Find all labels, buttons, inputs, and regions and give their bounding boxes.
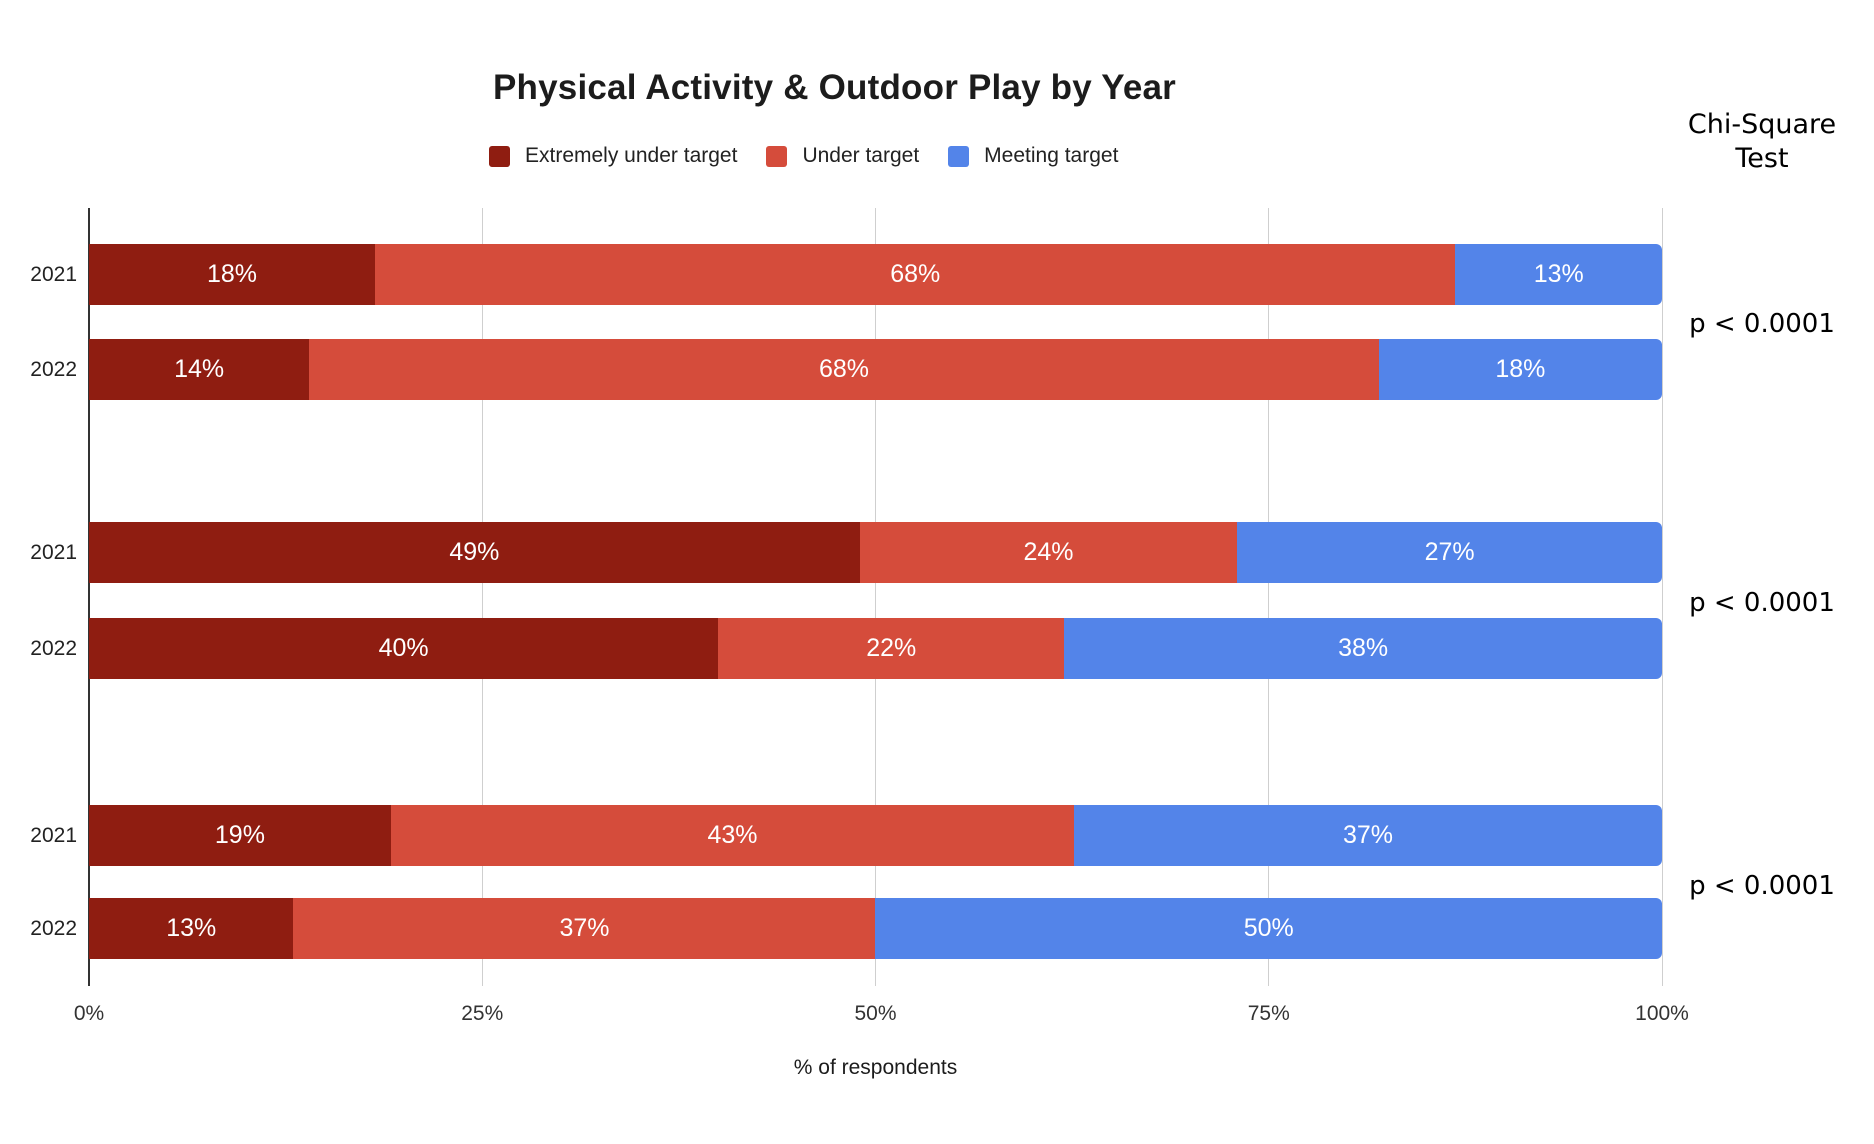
bar-segment-label: 13% <box>1533 260 1584 288</box>
bar-segment-label: 68% <box>819 355 870 383</box>
bar-segment: 18% <box>1378 339 1662 400</box>
bar-segment-label: 24% <box>1023 538 1074 566</box>
bar-segment: 19% <box>89 805 391 866</box>
bar-segment-label: 37% <box>559 914 610 942</box>
y-axis-category-label: 2021 <box>30 262 77 286</box>
legend-item-label: Extremely under target <box>525 144 738 167</box>
bar-segment-label: 38% <box>1338 634 1389 662</box>
legend-item: Meeting target <box>948 144 1118 168</box>
x-axis-title: % of respondents <box>793 1056 958 1079</box>
annotation-header: Chi-Square Test <box>1687 109 1837 174</box>
legend-item-label: Meeting target <box>984 144 1119 167</box>
bar-segment-label: 27% <box>1424 538 1475 566</box>
bar-segment: 18% <box>89 244 375 305</box>
bar-row: 40% 22% 38% <box>89 618 1662 679</box>
p-value-annotation: p < 0.0001 <box>1689 588 1835 618</box>
gridline <box>875 208 876 986</box>
bar-segment: 14% <box>89 339 310 400</box>
bar-segment: 37% <box>1074 805 1662 866</box>
bar-row: 18% 68% 13% <box>89 244 1662 305</box>
bar-segment: 50% <box>875 898 1662 959</box>
bar-segment: 13% <box>89 898 294 959</box>
bar-segment-label: 50% <box>1243 914 1294 942</box>
p-value-annotation: p < 0.0001 <box>1689 309 1835 339</box>
y-axis-baseline <box>88 208 90 986</box>
bar-segment: 49% <box>89 522 860 583</box>
bar-segment: 27% <box>1237 522 1662 583</box>
chart-title: Physical Activity & Outdoor Play by Year <box>493 68 1176 107</box>
bar-row: 13% 37% 50% <box>89 898 1662 959</box>
y-axis-category-label: 2022 <box>30 636 77 660</box>
bar-row: 14% 68% 18% <box>89 339 1662 400</box>
y-axis-category-label: 2021 <box>30 540 77 564</box>
bar-segment: 68% <box>309 339 1379 400</box>
x-axis-tick-label: 0% <box>73 1002 105 1025</box>
plot-area: 18% 68% 13% 14% 68% 18% 49% 24% 27% 40% 22% 38% 19% 4… <box>88 208 1663 986</box>
p-value-annotation: p < 0.0001 <box>1689 871 1835 901</box>
bar-segment: 22% <box>718 618 1065 679</box>
gridline <box>1268 208 1270 986</box>
y-axis-category-label: 2022 <box>30 357 77 381</box>
bar-segment-label: 13% <box>166 914 217 942</box>
bar-segment: 68% <box>375 244 1456 305</box>
x-axis-tick-label: 100% <box>1635 1002 1689 1025</box>
y-axis-category-label: 2022 <box>30 916 77 940</box>
legend-swatch-icon <box>489 145 510 167</box>
bar-segment-label: 49% <box>449 538 500 566</box>
bar-segment: 40% <box>89 618 719 679</box>
bar-segment: 13% <box>1455 244 1662 305</box>
bar-segment: 38% <box>1064 618 1662 679</box>
bar-segment-label: 37% <box>1343 821 1394 849</box>
legend-swatch-icon <box>766 145 788 167</box>
bar-segment-label: 40% <box>378 634 429 662</box>
legend-item: Under target <box>766 144 919 168</box>
bar-segment-label: 43% <box>707 821 758 849</box>
bar-segment-label: 68% <box>890 260 941 288</box>
y-axis-category-label: 2021 <box>30 823 77 847</box>
gridline <box>481 208 483 986</box>
x-axis-tick-label: 25% <box>461 1002 504 1025</box>
bar-row: 49% 24% 27% <box>89 522 1662 583</box>
legend-swatch-icon <box>948 145 970 167</box>
x-axis-tick-label: 50% <box>854 1002 897 1025</box>
bar-segment-label: 22% <box>866 634 917 662</box>
x-axis-tick-label: 75% <box>1247 1002 1290 1025</box>
bar-segment: 43% <box>390 805 1075 866</box>
bar-row: 19% 43% 37% <box>89 805 1662 866</box>
legend-item-label: Under target <box>802 144 920 167</box>
legend-item: Extremely under target <box>489 144 737 168</box>
bar-segment: 37% <box>293 898 876 959</box>
gridline <box>1661 208 1663 986</box>
chart-legend: Extremely under target Under target Meetin… <box>489 144 1118 168</box>
bar-segment: 24% <box>859 522 1238 583</box>
bar-segment-label: 18% <box>206 260 258 288</box>
bar-segment-label: 14% <box>174 355 225 383</box>
bar-segment-label: 18% <box>1495 355 1546 383</box>
bar-segment-label: 19% <box>214 821 265 849</box>
